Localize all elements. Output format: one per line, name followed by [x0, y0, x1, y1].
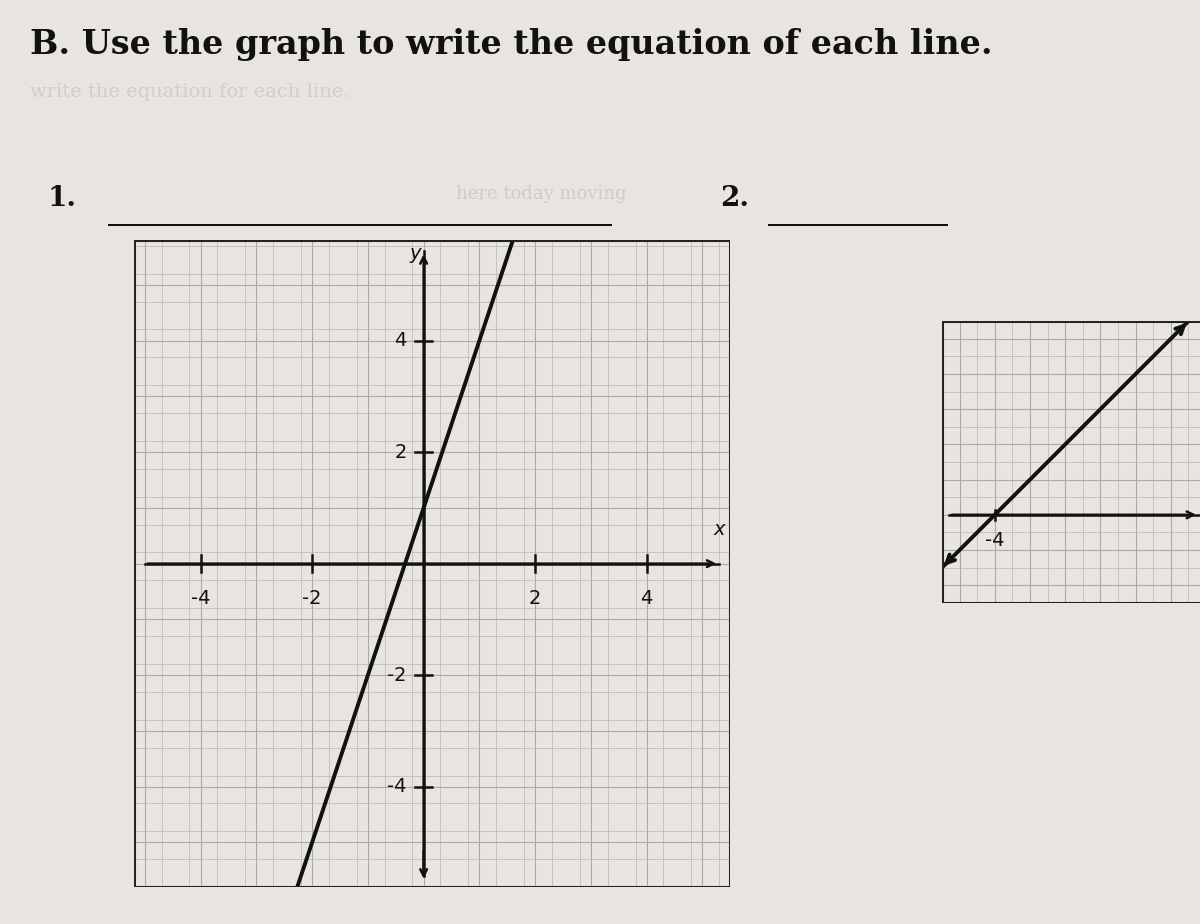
Text: -2: -2: [388, 665, 407, 685]
Text: B. Use the graph to write the equation of each line.: B. Use the graph to write the equation o…: [30, 28, 992, 61]
Text: x: x: [714, 519, 725, 539]
Text: -2: -2: [302, 589, 322, 608]
Text: 2: 2: [529, 589, 541, 608]
Text: 2.: 2.: [720, 185, 749, 212]
Text: y: y: [409, 244, 421, 262]
Text: 4: 4: [395, 331, 407, 350]
Text: 1.: 1.: [48, 185, 77, 212]
Text: -4: -4: [191, 589, 210, 608]
Text: write the equation for each line.: write the equation for each line.: [30, 83, 349, 101]
Text: 2: 2: [395, 443, 407, 462]
Text: -4: -4: [985, 530, 1004, 550]
Text: 4: 4: [641, 589, 653, 608]
Text: here today moving: here today moving: [456, 185, 626, 202]
Text: -4: -4: [388, 777, 407, 796]
